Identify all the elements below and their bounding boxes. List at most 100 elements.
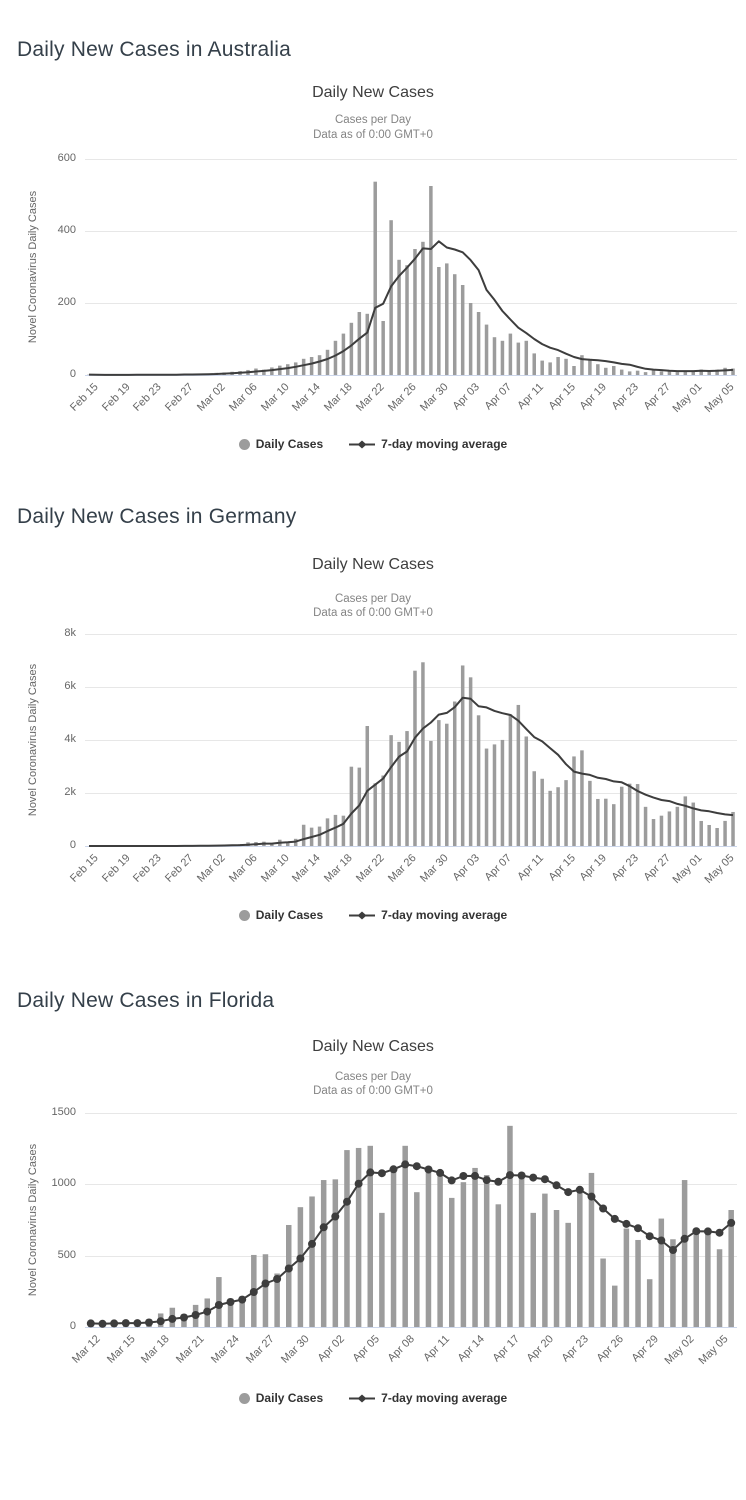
- chart-title: Daily New Cases: [312, 84, 434, 101]
- x-tick-label: Mar 06: [226, 381, 260, 414]
- x-tick-label: May 01: [670, 381, 705, 415]
- legend-item-moving-average[interactable]: 7-day moving average: [349, 437, 507, 451]
- legend-label: Daily Cases: [255, 1391, 324, 1405]
- chart-subtitle-line2: Data as of 0:00 GMT+0: [313, 129, 433, 141]
- chart-title: Daily New Cases: [312, 1038, 434, 1055]
- x-tick-label: Feb 27: [163, 852, 196, 885]
- x-tick-label: Mar 24: [209, 1333, 243, 1366]
- x-tick-label: Feb 15: [67, 381, 101, 414]
- chart-plot[interactable]: [85, 634, 737, 848]
- chart-subtitle-line2: Data as of 0:00 GMT+0: [313, 607, 433, 619]
- x-tick-label: Mar 26: [385, 852, 419, 885]
- daily-cases-marker-icon: [238, 1392, 250, 1404]
- chart-subtitle-line2: Data as of 0:00 GMT+0: [313, 1085, 433, 1097]
- x-tick-label: Apr 14: [455, 1333, 487, 1365]
- moving-average-marker-icon: [349, 911, 376, 919]
- legend-label: 7-day moving average: [381, 1391, 508, 1405]
- x-tick-label: Apr 27: [641, 852, 673, 884]
- x-tick-label: Mar 10: [258, 852, 292, 885]
- x-tick-label: Mar 30: [279, 1333, 312, 1366]
- x-tick-label: Apr 11: [514, 852, 546, 883]
- section-heading: Daily New Cases in Australia: [17, 38, 292, 62]
- x-tick-label: Mar 30: [417, 381, 451, 414]
- chart-subtitle-line1: Cases per Day: [334, 1071, 412, 1083]
- x-tick-label: Mar 26: [385, 381, 419, 414]
- x-tick-label: Apr 03: [450, 381, 483, 413]
- x-tick-label: Apr 15: [546, 852, 578, 884]
- chart-legend: Daily Cases 7-day moving average: [0, 1391, 746, 1405]
- x-tick-label: Mar 02: [194, 852, 228, 885]
- chart-subtitle-line1: Cases per Day: [334, 114, 412, 126]
- x-tick-label: Mar 14: [290, 852, 324, 885]
- chart-plot[interactable]: [85, 1113, 737, 1329]
- y-axis-title: Novel Coronavirus Daily Cases: [27, 190, 39, 344]
- x-tick-label: May 01: [670, 852, 705, 886]
- x-tick-label: Mar 27: [244, 1333, 277, 1366]
- moving-average-marker-icon: [349, 1394, 376, 1402]
- x-tick-label: Apr 19: [577, 852, 610, 884]
- legend-label: 7-day moving average: [381, 437, 508, 451]
- x-tick-label: Apr 27: [641, 381, 673, 413]
- x-tick-label: Apr 29: [629, 1333, 662, 1365]
- x-tick-label: Apr 11: [514, 381, 546, 412]
- x-tick-label: Mar 02: [194, 381, 228, 414]
- section-heading: Daily New Cases in Germany: [17, 505, 297, 529]
- x-tick-label: Feb 15: [67, 852, 101, 885]
- x-tick-label: Feb 19: [99, 381, 133, 414]
- x-tick-label: Apr 20: [524, 1333, 557, 1365]
- x-tick-label: Mar 18: [139, 1333, 173, 1366]
- x-tick-label: Mar 15: [104, 1333, 138, 1366]
- x-tick-label: Apr 03: [450, 852, 483, 884]
- x-tick-label: May 02: [662, 1333, 697, 1367]
- x-tick-label: May 05: [702, 381, 737, 415]
- x-tick-label: Feb 23: [131, 852, 165, 885]
- y-axis-title: Novel Coronavirus Daily Cases: [27, 663, 39, 817]
- daily-cases-marker-icon: [238, 909, 250, 921]
- moving-average-marker-icon: [349, 440, 376, 448]
- x-tick-label: Apr 19: [577, 381, 610, 413]
- y-axis-title: Novel Coronavirus Daily Cases: [27, 1143, 39, 1297]
- legend-label: 7-day moving average: [381, 908, 508, 922]
- x-tick-label: Mar 18: [322, 852, 355, 885]
- x-tick-label: Apr 05: [350, 1333, 382, 1365]
- x-tick-label: Mar 06: [226, 852, 260, 885]
- daily-cases-marker-icon: [238, 438, 250, 450]
- x-tick-label: May 05: [702, 852, 737, 886]
- chart-title: Daily New Cases: [312, 556, 434, 573]
- chart-subtitle-line1: Cases per Day: [334, 593, 412, 605]
- legend-label: Daily Cases: [255, 908, 324, 922]
- x-tick-label: Mar 22: [354, 381, 387, 414]
- x-tick-label: Apr 26: [594, 1333, 627, 1365]
- chart-plot[interactable]: [85, 159, 737, 377]
- x-tick-label: Feb 27: [163, 381, 196, 414]
- x-tick-label: Mar 18: [322, 381, 355, 414]
- x-tick-label: Mar 14: [290, 381, 324, 414]
- x-tick-label: Feb 19: [99, 852, 133, 885]
- x-tick-label: Apr 08: [385, 1333, 417, 1365]
- x-tick-label: Apr 17: [490, 1333, 522, 1365]
- x-tick-label: Apr 15: [546, 381, 578, 413]
- x-tick-label: Mar 10: [258, 381, 292, 414]
- x-tick-label: Mar 30: [417, 852, 451, 885]
- x-tick-label: Apr 07: [482, 852, 514, 884]
- x-tick-label: Apr 07: [482, 381, 514, 413]
- legend-item-daily-cases[interactable]: Daily Cases: [238, 908, 324, 922]
- section-heading: Daily New Cases in Florida: [17, 989, 275, 1013]
- x-tick-label: Apr 23: [609, 852, 642, 884]
- legend-item-daily-cases[interactable]: Daily Cases: [238, 437, 324, 451]
- x-tick-label: Mar 22: [354, 852, 387, 885]
- chart-legend: Daily Cases 7-day moving average: [0, 908, 746, 922]
- x-tick-label: Feb 23: [131, 381, 165, 414]
- x-tick-label: Apr 11: [420, 1333, 452, 1364]
- x-tick-label: May 05: [697, 1333, 732, 1367]
- legend-item-daily-cases[interactable]: Daily Cases: [238, 1391, 324, 1405]
- x-tick-label: Mar 21: [174, 1333, 208, 1366]
- legend-item-moving-average[interactable]: 7-day moving average: [349, 908, 507, 922]
- x-tick-label: Apr 23: [559, 1333, 592, 1365]
- x-tick-label: Apr 02: [315, 1333, 347, 1365]
- x-tick-label: Apr 23: [609, 381, 642, 413]
- chart-legend: Daily Cases 7-day moving average: [0, 437, 746, 451]
- legend-label: Daily Cases: [255, 437, 324, 451]
- legend-item-moving-average[interactable]: 7-day moving average: [349, 1391, 507, 1405]
